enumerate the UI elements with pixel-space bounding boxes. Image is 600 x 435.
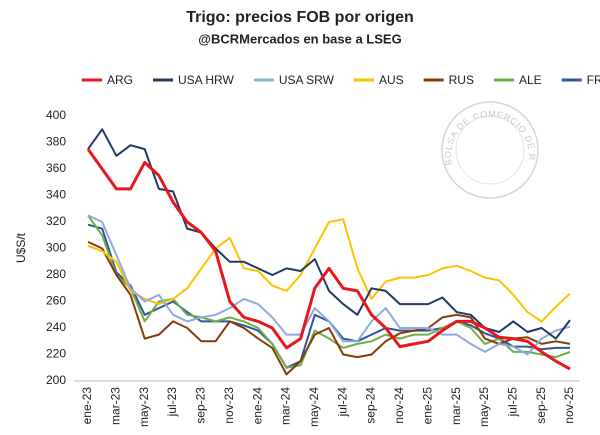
legend-label: FR	[587, 73, 600, 87]
watermark-seal: BOLSA DE COMERCIO DE ROSARIO	[0, 0, 539, 199]
x-tick-label: nov-24	[392, 387, 406, 424]
series-line	[87, 218, 571, 323]
x-tick-label: may-23	[137, 387, 151, 427]
y-tick-label: 300	[46, 241, 66, 255]
x-tick-label: mar-24	[279, 387, 293, 425]
y-axis-label: U$S/t	[14, 232, 28, 263]
x-tick-label: sep-25	[534, 387, 548, 424]
x-tick-label: may-25	[477, 387, 491, 427]
y-tick-label: 400	[46, 108, 66, 122]
x-tick-label: jul-23	[165, 387, 179, 418]
legend-label: ARG	[107, 73, 133, 87]
x-tick-label: ene-23	[80, 387, 94, 425]
y-tick-label: 240	[46, 320, 66, 334]
y-tick-label: 360	[46, 161, 66, 175]
x-tick-label: may-24	[307, 387, 321, 427]
series-line	[87, 214, 571, 356]
y-tick-label: 380	[46, 135, 66, 149]
legend-label: AUS	[379, 73, 404, 87]
x-tick-label: mar-25	[449, 387, 463, 425]
y-tick-label: 220	[46, 347, 66, 361]
x-tick-label: jul-24	[335, 387, 349, 418]
y-tick-label: 340	[46, 188, 66, 202]
chart-subtitle: @BCRMercados en base a LSEG	[198, 31, 401, 46]
y-tick-label: 280	[46, 267, 66, 281]
x-tick-label: nov-25	[562, 387, 576, 424]
series-line	[87, 240, 571, 376]
seal-ring	[441, 101, 539, 199]
x-tick-label: sep-24	[364, 387, 378, 424]
series-line	[86, 148, 571, 371]
x-tick-label: jul-25	[505, 387, 519, 418]
x-tick-label: nov-23	[222, 387, 236, 424]
legend-label: ALE	[519, 73, 542, 87]
legend-label: USA SRW	[279, 73, 335, 87]
chart-title: Trigo: precios FOB por origen	[186, 9, 414, 26]
y-tick-label: 320	[46, 214, 66, 228]
x-tick-label: mar-23	[109, 387, 123, 425]
seal-ring	[455, 115, 525, 185]
y-tick-label: 260	[46, 294, 66, 308]
legend-label: USA HRW	[178, 73, 234, 87]
x-tick-label: sep-23	[194, 387, 208, 424]
legend-label: RUS	[449, 73, 474, 87]
y-tick-label: 200	[46, 373, 66, 387]
x-tick-label: ene-24	[250, 387, 264, 425]
x-tick-label: ene-25	[420, 387, 434, 425]
